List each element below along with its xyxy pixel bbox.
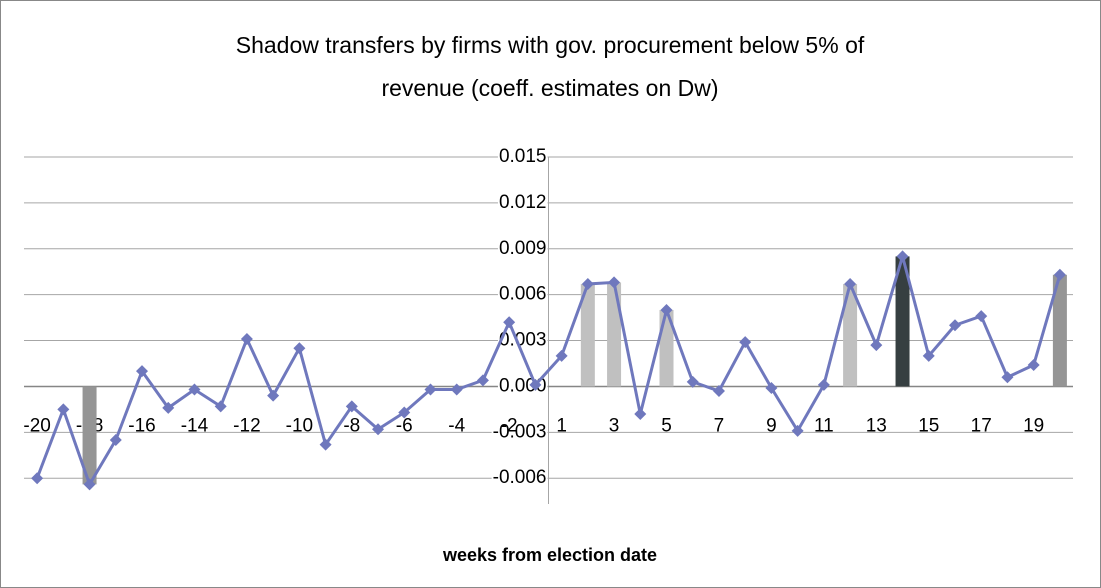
- bar: [607, 282, 622, 387]
- marker: [214, 400, 227, 413]
- marker: [922, 349, 935, 362]
- label-bg: [491, 421, 548, 443]
- x-tick-label: 5: [661, 415, 672, 436]
- label-bg: [497, 191, 548, 213]
- x-tick-label: -4: [448, 415, 465, 436]
- marker: [162, 401, 175, 414]
- marker: [817, 378, 830, 391]
- bar: [82, 386, 97, 485]
- chart-title: revenue (coeff. estimates on Dw): [381, 75, 718, 101]
- x-tick-label: 19: [1023, 415, 1044, 436]
- marker: [1053, 268, 1066, 281]
- y-tick-label: 0.003: [499, 330, 547, 351]
- marker: [581, 277, 594, 290]
- marker: [634, 407, 647, 420]
- bar: [843, 283, 858, 387]
- x-tick-label: 3: [609, 415, 620, 436]
- marker: [57, 403, 70, 416]
- marker: [319, 438, 332, 451]
- x-tick-label: 11: [814, 415, 834, 436]
- marker: [555, 349, 568, 362]
- bar: [1052, 274, 1067, 387]
- marker: [240, 333, 253, 346]
- marker: [267, 389, 280, 402]
- x-tick-label: 7: [714, 415, 725, 436]
- marker: [293, 342, 306, 355]
- x-tick-label: 9: [766, 415, 777, 436]
- y-tick-label: 0.012: [499, 192, 547, 213]
- bar: [895, 256, 910, 387]
- line: [35, 250, 1062, 488]
- x-tick-label: 1: [556, 415, 567, 436]
- marker: [765, 381, 778, 394]
- x-tick-label: -10: [286, 415, 313, 436]
- x-tick-label: -6: [396, 415, 413, 436]
- y-tick-label: 0.006: [499, 284, 547, 305]
- label-bg: [491, 467, 548, 489]
- marker: [844, 277, 857, 290]
- marker: [424, 383, 437, 396]
- x-tick-label: -12: [233, 415, 260, 436]
- label-bg: [497, 237, 548, 259]
- marker: [372, 423, 385, 436]
- marker: [188, 383, 201, 396]
- marker: [503, 316, 516, 329]
- marker: [529, 378, 542, 391]
- marker: [686, 375, 699, 388]
- marker: [109, 433, 122, 446]
- marker: [660, 303, 673, 316]
- y-tick-label: 0.009: [499, 238, 547, 259]
- marker: [1001, 371, 1014, 384]
- x-tick-label: -20: [23, 415, 50, 436]
- marker: [450, 383, 463, 396]
- y-tick-label: -0.003: [493, 421, 547, 442]
- marker: [398, 406, 411, 419]
- x-tick-label: -2: [501, 415, 518, 436]
- marker: [870, 339, 883, 352]
- label-bg: [497, 329, 548, 351]
- marker: [476, 374, 489, 387]
- marker: [136, 365, 149, 378]
- x-tick-label: 17: [971, 415, 992, 436]
- chart-title: Shadow transfers by firms with gov. proc…: [236, 32, 865, 58]
- marker: [896, 250, 909, 263]
- x-tick-label: 15: [918, 415, 939, 436]
- marker: [31, 472, 44, 485]
- marker: [948, 319, 961, 332]
- x-tick-label: 13: [866, 415, 887, 436]
- x-tick-label: -14: [181, 415, 209, 436]
- marker: [345, 400, 358, 413]
- label-bg: [497, 146, 548, 168]
- marker: [712, 385, 725, 398]
- marker: [975, 310, 988, 323]
- x-axis-title: weeks from election date: [442, 545, 657, 565]
- x-tick-label: -8: [343, 415, 360, 436]
- y-tick-label: -0.006: [493, 467, 547, 488]
- marker: [1027, 359, 1040, 372]
- label-bg: [497, 283, 548, 305]
- marker: [83, 478, 96, 491]
- marker: [608, 276, 621, 289]
- marker: [739, 336, 752, 349]
- x-tick-label: -16: [128, 415, 155, 436]
- y-tick-label: 0.015: [499, 146, 547, 167]
- bar: [580, 283, 595, 387]
- marker: [791, 424, 804, 437]
